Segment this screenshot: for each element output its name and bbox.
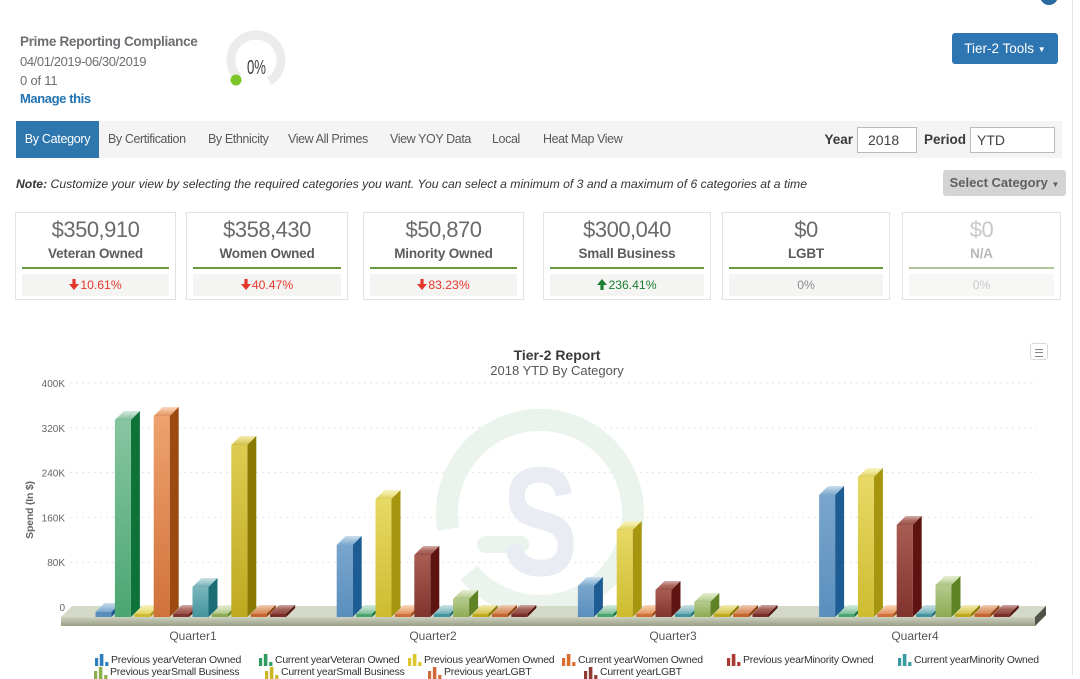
svg-text:Quarter4: Quarter4 [891, 629, 939, 643]
svg-text:S: S [502, 435, 578, 608]
svg-text:320K: 320K [42, 424, 66, 435]
svg-text:240K: 240K [42, 469, 66, 480]
svg-text:Quarter1: Quarter1 [169, 629, 217, 643]
svg-text:Quarter2: Quarter2 [409, 629, 457, 643]
svg-text:Spend (In $): Spend (In $) [24, 481, 36, 539]
svg-text:160K: 160K [42, 513, 66, 524]
svg-text:0%: 0% [247, 57, 266, 79]
svg-text:80K: 80K [47, 558, 65, 569]
svg-text:400K: 400K [42, 380, 66, 390]
svg-text:Quarter3: Quarter3 [649, 629, 697, 643]
svg-text:0: 0 [59, 603, 65, 614]
